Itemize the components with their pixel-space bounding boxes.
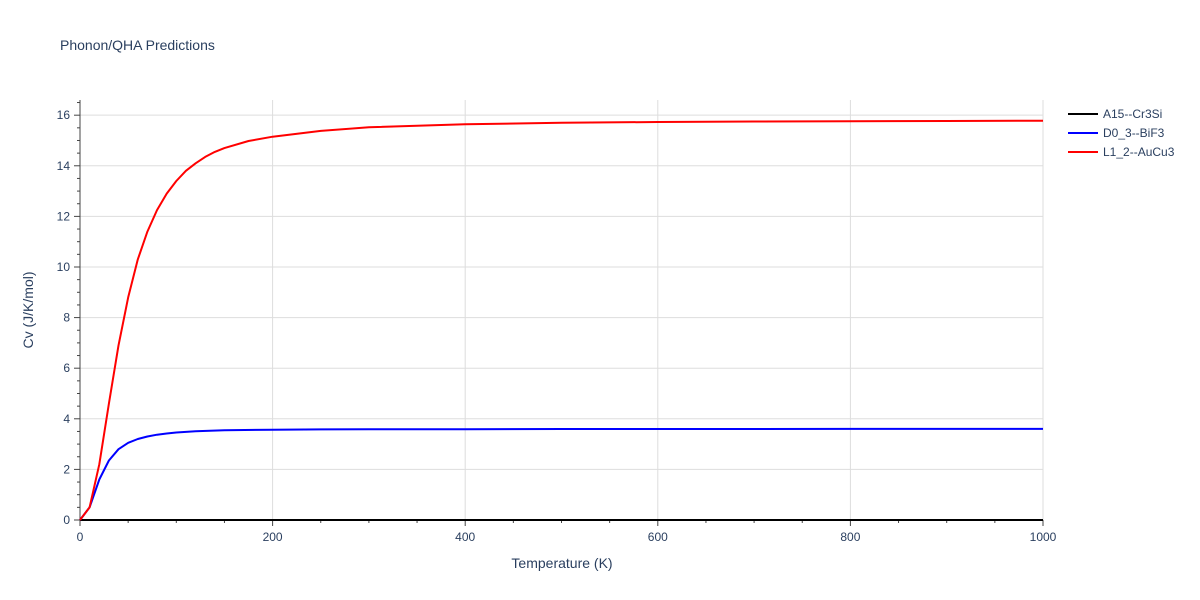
legend-label: D0_3--BiF3 bbox=[1103, 126, 1165, 140]
x-tick-label: 200 bbox=[263, 530, 283, 544]
series-line bbox=[79, 119, 1044, 521]
y-tick-label: 8 bbox=[63, 311, 70, 325]
series-line bbox=[79, 427, 1043, 521]
y-tick-label: 4 bbox=[63, 412, 70, 426]
legend-label: L1_2--AuCu3 bbox=[1103, 145, 1175, 159]
x-tick-label: 800 bbox=[840, 530, 860, 544]
y-axis-title: Cv (J/K/mol) bbox=[20, 272, 36, 349]
y-tick-label: 12 bbox=[57, 209, 71, 223]
series-lines bbox=[79, 119, 1044, 521]
x-axis-title: Temperature (K) bbox=[511, 555, 612, 571]
chart-title: Phonon/QHA Predictions bbox=[60, 37, 215, 53]
y-tick-label: 16 bbox=[57, 108, 71, 122]
y-tick-label: 14 bbox=[57, 159, 71, 173]
y-tick-label: 6 bbox=[63, 361, 70, 375]
y-tick-label: 0 bbox=[63, 513, 70, 527]
x-tick-label: 1000 bbox=[1030, 530, 1057, 544]
legend: A15--Cr3Si D0_3--BiF3 L1_2--AuCu3 bbox=[1068, 107, 1175, 159]
y-tick-label: 2 bbox=[63, 462, 70, 476]
x-tick-label: 400 bbox=[455, 530, 475, 544]
axes: 0 200 400 600 800 1000 0 2 4 6 8 10 12 14 16 bbox=[57, 100, 1057, 544]
x-tick-label: 600 bbox=[648, 530, 668, 544]
y-tick-label: 10 bbox=[57, 260, 71, 274]
legend-label: A15--Cr3Si bbox=[1103, 107, 1162, 121]
grid bbox=[80, 100, 1044, 520]
x-tick-label: 0 bbox=[77, 530, 84, 544]
